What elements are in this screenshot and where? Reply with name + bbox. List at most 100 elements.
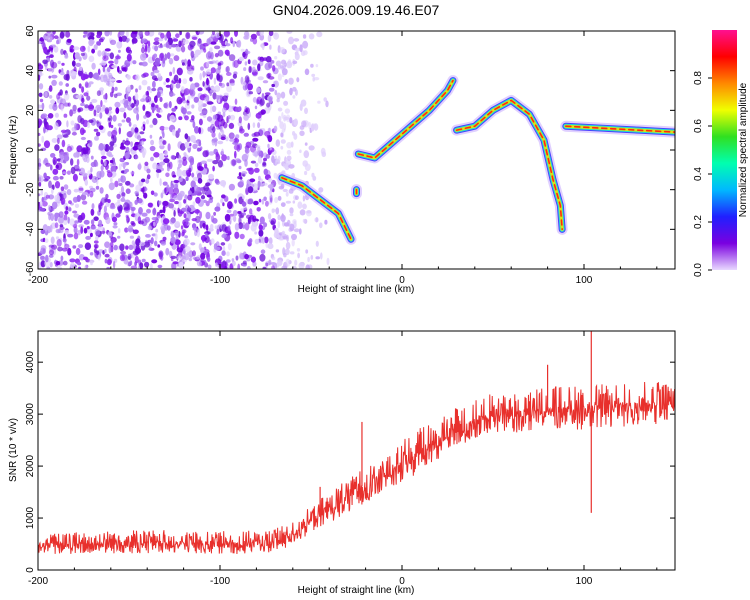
noise-speckle	[111, 86, 115, 94]
noise-speckle	[49, 36, 53, 41]
spectrogram-x-tick-label: 100	[576, 275, 593, 286]
noise-speckle	[111, 129, 118, 137]
noise-speckle	[246, 265, 251, 269]
noise-speckle	[211, 131, 216, 138]
noise-speckle	[43, 126, 46, 134]
noise-speckle	[212, 92, 217, 100]
noise-speckle	[200, 195, 206, 200]
noise-speckle	[64, 243, 70, 249]
noise-speckle	[153, 152, 160, 158]
noise-speckle	[116, 41, 123, 49]
noise-speckle	[225, 66, 228, 73]
noise-speckle	[191, 223, 197, 229]
noise-speckle	[145, 111, 149, 115]
noise-speckle	[53, 159, 56, 166]
noise-speckle	[53, 45, 59, 53]
noise-speckle	[259, 253, 266, 262]
noise-speckle	[262, 162, 267, 166]
noise-speckle	[257, 56, 262, 61]
noise-speckle	[249, 208, 253, 215]
noise-speckle	[103, 159, 107, 167]
noise-speckle	[215, 180, 221, 185]
noise-speckle	[141, 61, 148, 67]
noise-speckle	[94, 228, 101, 236]
noise-speckle	[243, 114, 249, 121]
noise-speckle	[195, 196, 201, 204]
noise-speckle	[273, 125, 278, 132]
noise-speckle	[98, 143, 104, 151]
noise-speckle	[154, 95, 158, 103]
noise-speckle	[285, 241, 291, 250]
noise-speckle	[52, 103, 58, 111]
noise-speckle	[91, 175, 98, 184]
noise-speckle	[214, 225, 218, 230]
noise-speckle	[285, 258, 291, 267]
noise-speckle	[132, 253, 135, 259]
spectrogram-x-tick-label: -100	[210, 275, 230, 286]
noise-speckle	[252, 122, 256, 128]
noise-speckle	[253, 131, 261, 137]
noise-speckle	[51, 201, 58, 210]
noise-speckle	[54, 112, 60, 118]
noise-speckle	[50, 153, 56, 158]
noise-speckle	[244, 222, 250, 231]
noise-speckle	[157, 215, 161, 219]
noise-speckle	[148, 246, 152, 250]
frequency-traces	[276, 75, 675, 245]
noise-speckle	[209, 223, 214, 231]
noise-speckle	[182, 156, 187, 161]
noise-speckle	[78, 244, 84, 249]
noise-speckle	[73, 232, 79, 240]
noise-speckle	[109, 31, 113, 36]
noise-speckle	[210, 67, 216, 74]
noise-speckle	[110, 163, 113, 167]
noise-speckle	[142, 186, 145, 194]
noise-speckle	[256, 207, 261, 212]
noise-speckle	[154, 233, 158, 241]
noise-speckle	[118, 127, 122, 135]
noise-speckle	[104, 253, 110, 258]
noise-speckle	[234, 106, 241, 113]
noise-speckle	[230, 159, 237, 167]
noise-speckle	[157, 244, 161, 248]
noise-speckle	[267, 135, 273, 143]
noise-speckle	[113, 162, 117, 167]
noise-speckle	[176, 67, 183, 76]
noise-speckle	[261, 198, 265, 205]
noise-speckle	[80, 226, 84, 234]
noise-speckle	[144, 216, 150, 223]
noise-speckle	[216, 126, 221, 130]
noise-speckle	[258, 175, 261, 181]
noise-speckle	[109, 177, 113, 183]
noise-speckle	[147, 202, 153, 208]
noise-speckle	[135, 244, 140, 251]
noise-speckle	[273, 231, 280, 239]
noise-speckle	[200, 66, 204, 71]
noise-speckle	[135, 105, 139, 111]
noise-speckle	[100, 159, 104, 165]
noise-speckle	[120, 170, 125, 174]
noise-speckle	[315, 240, 319, 247]
noise-speckle	[159, 178, 162, 187]
noise-speckle	[96, 120, 99, 124]
noise-speckle	[146, 174, 151, 180]
noise-speckle	[302, 203, 307, 210]
colorbar-tick-label: 0.6	[693, 119, 704, 133]
noise-speckle	[85, 235, 91, 240]
noise-speckle	[41, 113, 48, 118]
noise-speckle	[192, 176, 199, 182]
noise-speckle	[292, 219, 297, 225]
noise-speckle	[155, 104, 159, 109]
noise-speckle	[271, 265, 275, 269]
noise-speckle	[132, 124, 137, 129]
noise-speckle	[241, 171, 248, 175]
noise-speckle	[75, 62, 82, 67]
noise-speckle	[134, 155, 139, 160]
noise-speckle	[63, 93, 70, 101]
noise-speckle	[80, 52, 85, 57]
noise-speckle	[72, 173, 78, 182]
noise-speckle	[39, 98, 44, 103]
noise-speckle	[119, 107, 126, 113]
noise-speckle	[134, 255, 139, 264]
